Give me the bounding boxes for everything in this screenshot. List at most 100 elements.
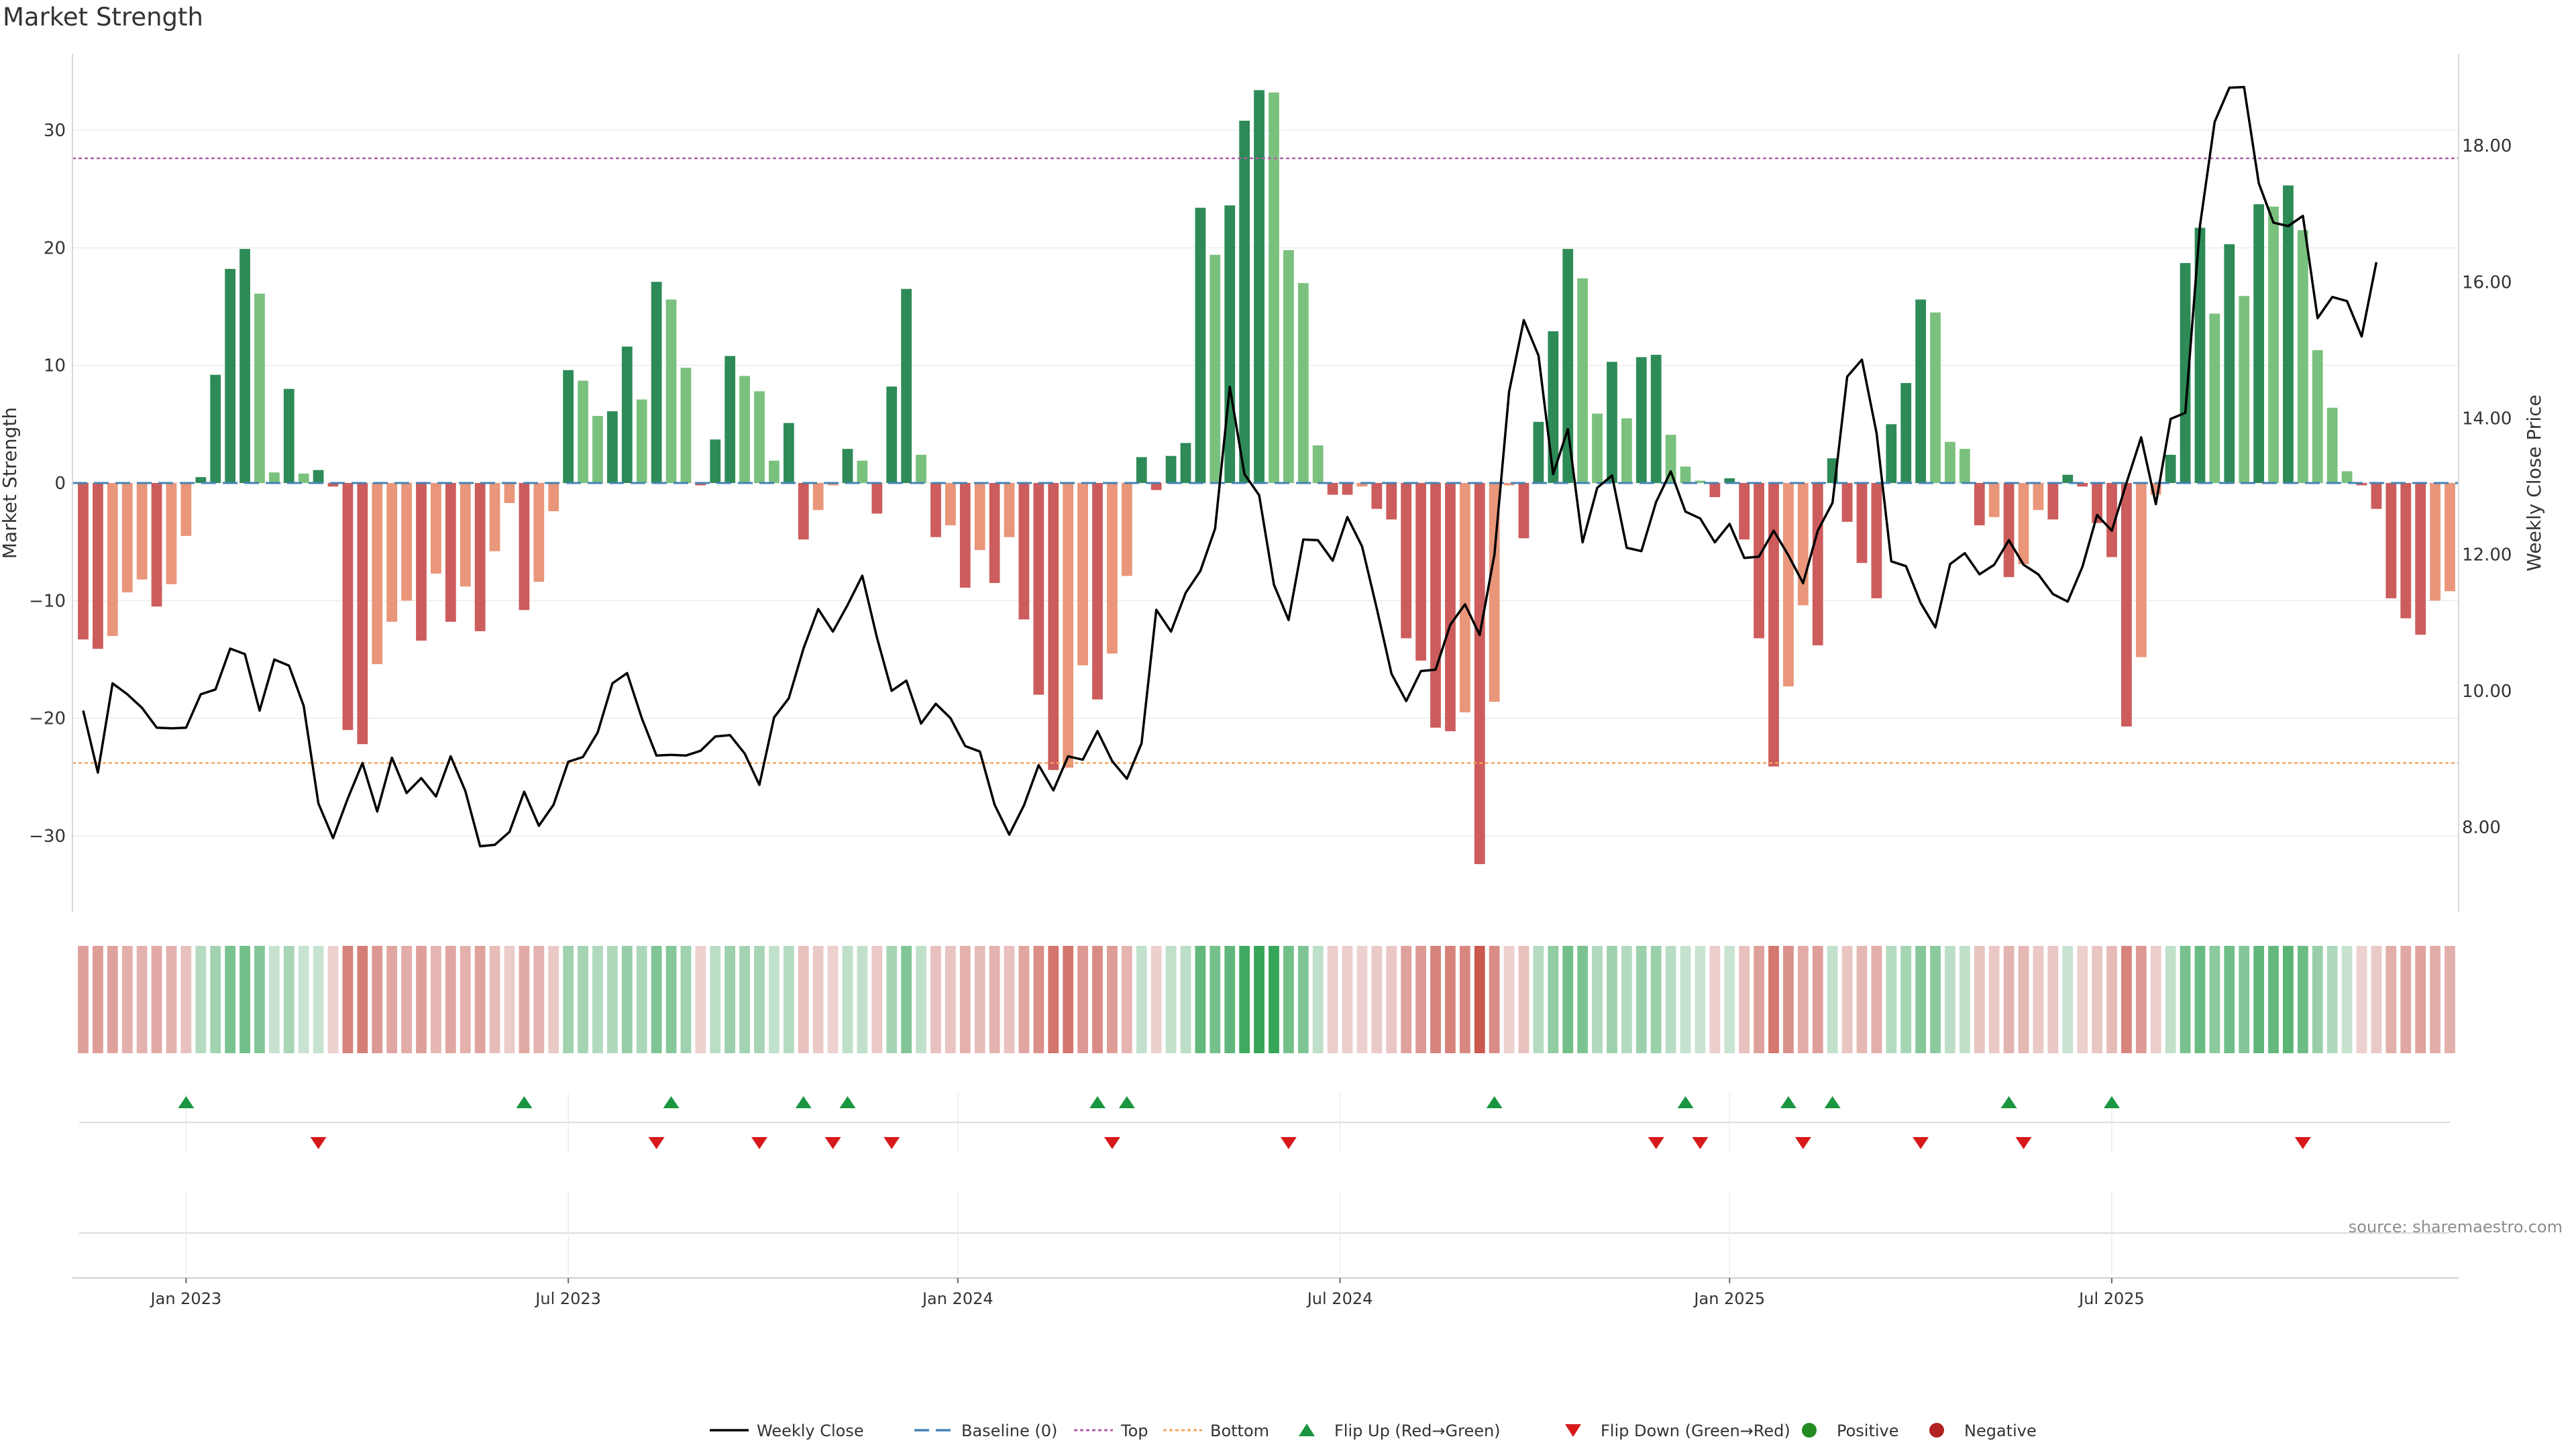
heat-cell: [2239, 946, 2250, 1053]
heat-cell: [2253, 946, 2265, 1053]
heat-cell: [1548, 946, 1559, 1053]
strength-bar: [1150, 483, 1162, 490]
heat-cell: [1180, 946, 1191, 1053]
strength-bar: [445, 483, 456, 622]
strength-bar: [1503, 483, 1515, 486]
strength-bar: [504, 483, 515, 503]
heat-cell: [533, 946, 545, 1053]
flip-up-marker: [1780, 1096, 1796, 1108]
legend-negative-swatch: [1929, 1423, 1944, 1438]
strength-bar: [724, 356, 736, 483]
heat-cell: [1297, 946, 1309, 1053]
strength-bar: [121, 483, 133, 593]
strength-bar: [916, 454, 926, 483]
heat-cell: [2106, 946, 2117, 1053]
heat-cell: [1415, 946, 1426, 1053]
heat-cell: [1577, 946, 1589, 1053]
strength-bar: [1812, 483, 1823, 645]
heat-cell: [2415, 946, 2426, 1053]
heat-cell: [2283, 946, 2294, 1053]
strength-bar: [754, 391, 765, 483]
strength-bar: [2385, 483, 2397, 598]
strength-bar: [1415, 483, 1426, 661]
heat-cell: [1092, 946, 1103, 1053]
x-tick-label: Jan 2023: [150, 1289, 222, 1308]
heat-cell: [474, 946, 486, 1053]
strength-bar: [827, 483, 839, 486]
heat-cell: [1077, 946, 1088, 1053]
strength-bar: [327, 483, 339, 487]
heat-cell: [592, 946, 603, 1053]
heat-cell: [1827, 946, 1838, 1053]
heat-cell: [1886, 946, 1897, 1053]
strength-bar: [1180, 443, 1191, 483]
strength-bar: [739, 376, 750, 483]
strength-bar: [606, 411, 618, 483]
strength-bar: [1018, 483, 1030, 620]
heat-cell: [1150, 946, 1162, 1053]
heat-cell: [1650, 946, 1662, 1053]
heat-cell: [2180, 946, 2191, 1053]
flip-up-marker: [839, 1096, 856, 1108]
heat-cell: [651, 946, 662, 1053]
strength-bar: [1518, 483, 1529, 539]
heat-cell: [2297, 946, 2308, 1053]
strength-bar: [842, 449, 853, 483]
strength-bar: [2430, 483, 2440, 601]
heat-cell: [519, 946, 530, 1053]
heat-cell: [386, 946, 398, 1053]
strength-bar: [886, 386, 898, 483]
heat-cell: [2356, 946, 2367, 1053]
flip-down-marker: [1913, 1137, 1929, 1149]
heat-cell: [1210, 946, 1221, 1053]
heat-cell: [1107, 946, 1118, 1053]
heat-cell: [1592, 946, 1603, 1053]
heat-cell: [710, 946, 721, 1053]
flip-markers: [79, 1093, 2450, 1275]
strength-bar: [180, 483, 192, 536]
heat-cell: [2312, 946, 2323, 1053]
strength-bar: [519, 483, 530, 610]
strength-bar: [665, 299, 677, 483]
heat-cell: [695, 946, 706, 1053]
y2-tick-label: 8.00: [2462, 818, 2501, 838]
heat-cell: [1856, 946, 1868, 1053]
strength-bar: [769, 460, 780, 483]
strength-bar: [1195, 207, 1206, 483]
strength-bar: [1930, 312, 1941, 483]
heat-cell: [2121, 946, 2132, 1053]
strength-bar: [342, 483, 354, 731]
heat-cell: [1474, 946, 1485, 1053]
heat-cell: [1430, 946, 1441, 1053]
heat-cell: [2062, 946, 2074, 1053]
heat-cell: [1048, 946, 1059, 1053]
x-tick-label: Jul 2024: [1306, 1289, 1373, 1308]
heat-cell: [621, 946, 633, 1053]
strength-bar: [1886, 424, 1897, 483]
strength-bar: [474, 483, 486, 631]
heat-cell: [2018, 946, 2029, 1053]
strength-bars: [78, 90, 2455, 865]
strength-bar: [1577, 278, 1589, 483]
strength-bar: [1680, 466, 1691, 483]
strength-bar: [1739, 483, 1750, 540]
heat-cell: [945, 946, 956, 1053]
heat-cell: [2092, 946, 2102, 1053]
heat-cell: [1445, 946, 1456, 1053]
strength-bar: [2047, 483, 2059, 520]
heat-cell: [842, 946, 853, 1053]
strength-bar: [1077, 483, 1088, 665]
strength-bar: [1459, 483, 1470, 712]
strength-bar: [1592, 413, 1603, 483]
strength-bar: [2356, 483, 2367, 486]
flip-up-marker: [1677, 1096, 1694, 1108]
heat-cell: [857, 946, 868, 1053]
y-tick-label: 20: [44, 238, 66, 258]
heat-cell: [2341, 946, 2353, 1053]
heat-cell: [1974, 946, 1985, 1053]
heat-cell: [1959, 946, 1970, 1053]
strength-bar: [1445, 483, 1456, 731]
legend-negative-label: Negative: [1964, 1421, 2037, 1440]
heat-cell: [239, 946, 250, 1053]
strength-bar: [930, 483, 941, 537]
